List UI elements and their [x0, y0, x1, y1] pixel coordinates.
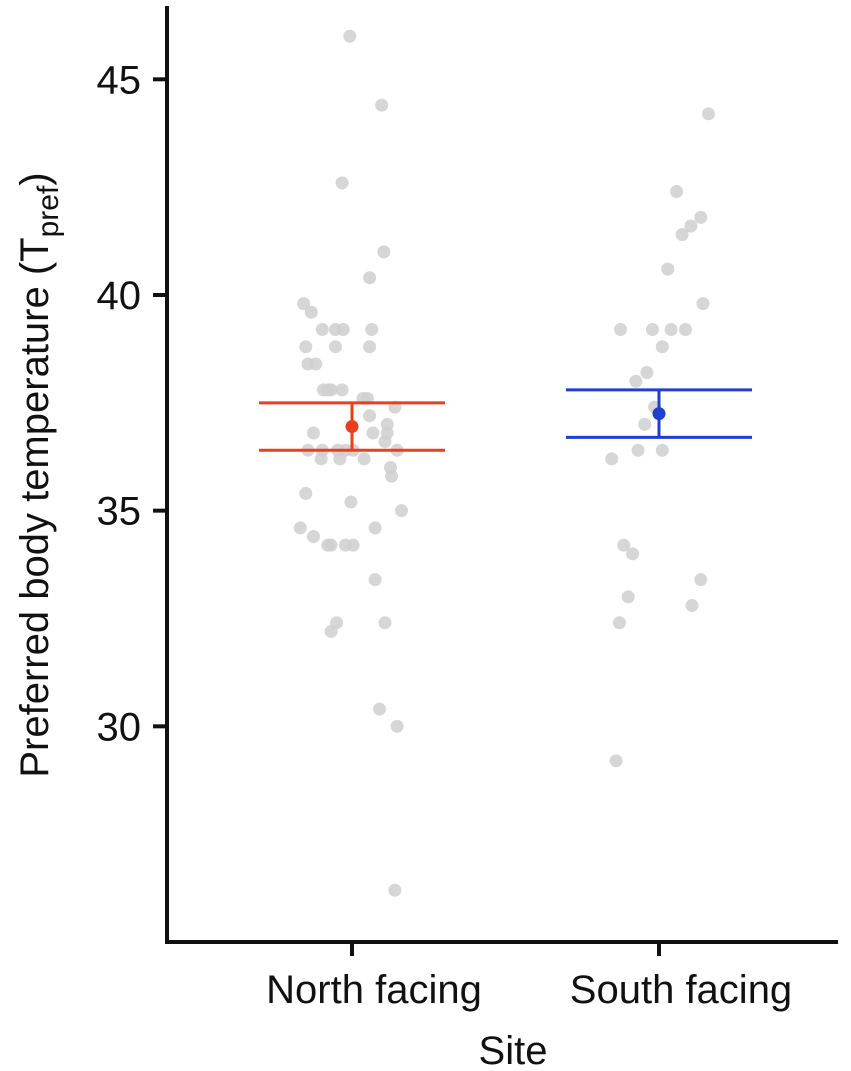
data-point-north-facing [368, 521, 382, 535]
data-point-north-facing [373, 702, 386, 716]
data-point-north-facing [329, 340, 342, 354]
data-point-south-facing [678, 323, 692, 337]
data-point-south-facing [685, 599, 699, 613]
data-point-north-facing [304, 305, 318, 319]
y-tick-label: 30 [97, 705, 142, 749]
x-ticks: North facing South facing [266, 942, 792, 1012]
data-point-south-facing [621, 590, 635, 604]
data-point-north-facing [377, 245, 391, 259]
y-tick-label: 45 [97, 58, 142, 102]
y-tick-label: 40 [97, 274, 142, 318]
data-point-south-facing [694, 573, 708, 587]
data-point-north-facing [388, 883, 402, 897]
data-point-north-facing [343, 29, 357, 43]
data-point-north-facing [368, 573, 382, 587]
data-point-south-facing [629, 374, 643, 388]
mean-point-north-facing [345, 420, 359, 434]
x-axis-title: Site [479, 1029, 548, 1071]
data-point-north-facing [307, 426, 320, 440]
data-point-south-facing [696, 297, 710, 311]
data-point-north-facing [378, 435, 392, 449]
data-point-north-facing [375, 98, 389, 112]
data-point-north-facing [385, 469, 399, 483]
data-point-north-facing [395, 504, 408, 518]
data-point-north-facing [335, 176, 349, 190]
data-point-north-facing [335, 383, 349, 397]
data-point-south-facing [626, 547, 640, 561]
y-tick-label: 35 [97, 490, 142, 534]
data-point-south-facing [638, 417, 652, 431]
data-point-north-facing [314, 452, 328, 466]
data-point-north-facing [315, 323, 329, 337]
x-tick-label: North facing [266, 968, 482, 1012]
data-point-north-facing [333, 452, 347, 466]
data-point-north-facing [378, 616, 392, 630]
data-point-south-facing [702, 107, 715, 121]
data-point-north-facing [299, 486, 313, 500]
data-points [293, 29, 715, 897]
data-point-north-facing [346, 538, 360, 552]
data-point-south-facing [617, 538, 631, 552]
data-point-north-facing [299, 340, 313, 354]
data-point-south-facing [655, 443, 669, 457]
data-point-south-facing [675, 228, 689, 242]
y-axis-title: Preferred body temperature (Tpref) [13, 172, 65, 777]
data-point-north-facing [307, 530, 320, 544]
data-point-north-facing [363, 409, 377, 423]
data-point-north-facing [344, 495, 358, 509]
data-point-south-facing [612, 616, 626, 630]
data-point-north-facing [309, 357, 323, 371]
summary-markers [259, 388, 752, 452]
data-point-south-facing [631, 443, 645, 457]
axes [165, 6, 838, 944]
data-point-north-facing [365, 323, 379, 337]
data-point-north-facing [321, 383, 335, 397]
y-axis-title-close: ) [13, 172, 57, 185]
data-point-south-facing [614, 323, 627, 337]
x-tick-label: South facing [570, 968, 792, 1012]
data-point-south-facing [684, 219, 698, 233]
data-point-north-facing [363, 340, 377, 354]
y-ticks: 30 35 40 45 [97, 58, 167, 749]
mean-point-south-facing [652, 407, 666, 421]
data-point-south-facing [694, 210, 708, 224]
y-axis-title-main: Preferred body temperature (T [13, 237, 57, 777]
data-point-south-facing [661, 262, 675, 276]
data-point-south-facing [605, 452, 619, 466]
data-point-south-facing [645, 323, 659, 337]
data-point-north-facing [324, 624, 338, 638]
data-point-north-facing [363, 271, 377, 285]
data-point-north-facing [297, 297, 311, 311]
data-point-south-facing [670, 184, 684, 198]
data-point-south-facing [609, 754, 623, 768]
data-point-north-facing [357, 452, 371, 466]
data-point-north-facing [293, 521, 307, 535]
y-axis-title-subscript: pref [32, 185, 65, 237]
data-point-north-facing [336, 323, 350, 337]
data-point-south-facing [640, 366, 654, 380]
data-point-north-facing [366, 426, 380, 440]
data-point-north-facing [390, 719, 404, 733]
data-point-south-facing [655, 340, 669, 354]
data-point-south-facing [664, 323, 678, 337]
data-point-north-facing [324, 538, 338, 552]
